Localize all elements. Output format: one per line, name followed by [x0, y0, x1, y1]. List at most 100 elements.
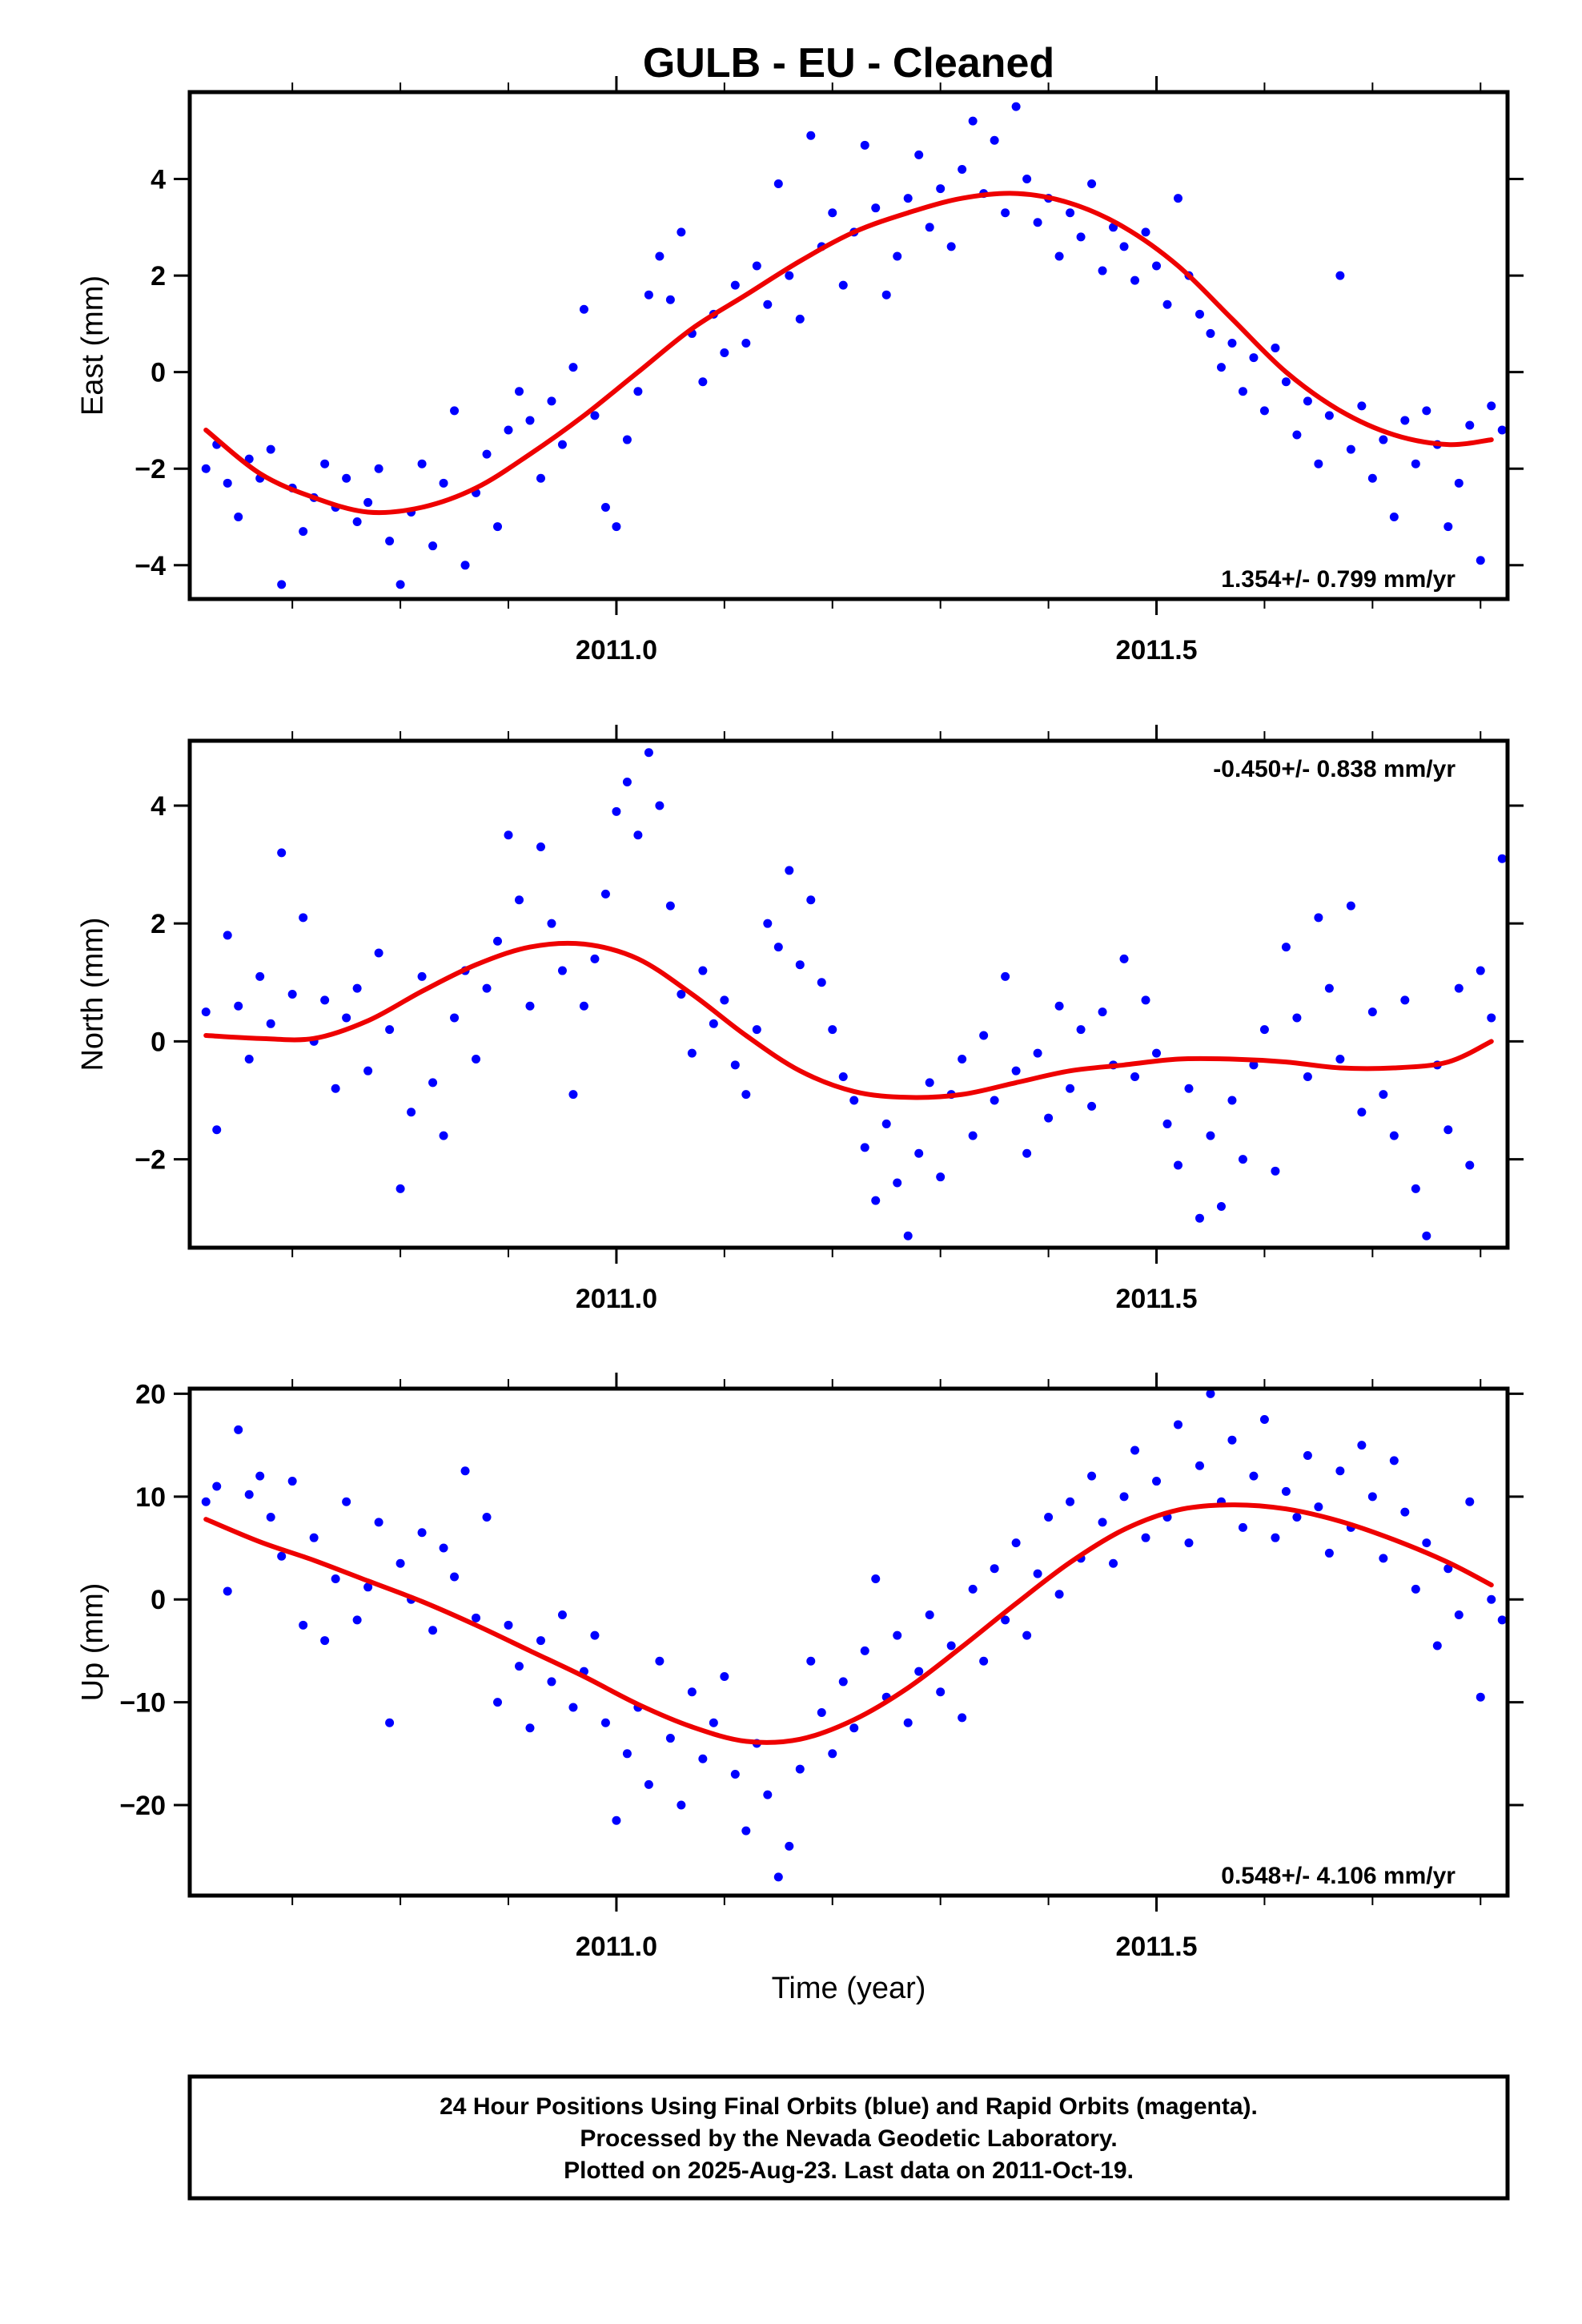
up-data-point: [677, 1800, 686, 1810]
north-data-point: [741, 1090, 751, 1100]
north-data-point: [785, 866, 794, 875]
east-data-point: [352, 517, 362, 527]
north-data-point: [1454, 983, 1464, 993]
north-data-point: [1076, 1025, 1086, 1035]
north-data-point: [450, 1013, 460, 1023]
east-data-point: [299, 527, 308, 537]
north-data-point: [287, 990, 297, 999]
east-data-point: [1259, 406, 1269, 416]
north-data-point: [568, 1090, 578, 1100]
east-data-point: [773, 179, 783, 189]
east-data-point: [1443, 522, 1453, 532]
up-y-tick-label: 20: [135, 1379, 166, 1409]
east-data-point: [385, 537, 395, 546]
east-y-tick-label: −4: [135, 551, 166, 581]
north-data-point: [1389, 1131, 1399, 1140]
east-data-point: [1346, 444, 1355, 454]
east-data-point: [1119, 242, 1129, 251]
north-data-point: [590, 954, 600, 963]
footer-frame: [187, 2074, 1510, 2201]
north-data-point: [234, 1001, 243, 1011]
up-data-point: [1109, 1558, 1118, 1568]
north-data-point: [1346, 901, 1355, 911]
north-data-point: [828, 1025, 837, 1035]
up-data-point: [223, 1586, 232, 1596]
east-data-point: [525, 416, 535, 425]
north-data-point: [979, 1031, 989, 1040]
up-data-point: [1432, 1641, 1442, 1651]
north-data-point: [266, 1019, 275, 1028]
up-data-point: [547, 1677, 556, 1687]
north-data-point: [212, 1125, 222, 1135]
north-data-point: [752, 1025, 761, 1035]
east-data-point: [1195, 309, 1204, 319]
north-data-point: [472, 1054, 481, 1063]
north-data-point: [677, 990, 686, 999]
north-data-point: [1411, 1184, 1420, 1193]
up-y-tick-label: 0: [151, 1585, 166, 1615]
north-data-point: [730, 1060, 740, 1070]
up-data-point: [1303, 1450, 1312, 1460]
up-data-point: [557, 1610, 567, 1619]
east-data-point: [990, 135, 999, 145]
north-data-point: [936, 1172, 946, 1182]
north-data-point: [1174, 1160, 1182, 1170]
north-data-point: [644, 748, 653, 758]
north-y-tick-label: −2: [135, 1145, 166, 1176]
up-data-point: [590, 1630, 600, 1640]
east-data-point: [234, 513, 243, 522]
north-data-point: [396, 1184, 405, 1193]
east-data-point: [958, 164, 967, 174]
north-data-point: [1130, 1072, 1140, 1082]
north-data-point: [1335, 1054, 1345, 1063]
north-data-point: [968, 1131, 978, 1140]
up-data-point: [1443, 1564, 1453, 1574]
north-data-point: [687, 1048, 697, 1058]
up-data-point: [622, 1749, 632, 1759]
east-data-point: [460, 561, 470, 570]
up-data-point: [331, 1574, 340, 1584]
panel-north: 2011.0 2011.5 −2 0 2 4 North (mm) -0.450+/- 0.8…: [76, 725, 1524, 1314]
up-data-point: [687, 1687, 697, 1697]
east-data-point: [860, 140, 869, 150]
north-data-point: [871, 1196, 881, 1205]
east-y-tick-label: −2: [135, 454, 166, 485]
north-data-point: [1119, 954, 1129, 963]
east-data-point: [1227, 338, 1237, 348]
north-data-point: [795, 960, 805, 970]
up-data-point: [396, 1558, 405, 1568]
east-x-tick-label: 2011.0: [576, 635, 657, 665]
east-data-point: [320, 459, 330, 468]
north-data-point: [1054, 1001, 1064, 1011]
up-data-point: [763, 1790, 773, 1799]
up-data-point: [1087, 1471, 1097, 1481]
north-data-point: [1033, 1048, 1042, 1058]
up-data-point: [439, 1543, 448, 1553]
east-rate-label: 1.354+/- 0.799 mm/yr: [1221, 566, 1456, 593]
up-data-point: [201, 1497, 211, 1506]
north-y-tick-label: 0: [151, 1027, 166, 1057]
north-data-point: [223, 931, 232, 940]
north-data-point: [493, 936, 503, 946]
up-data-point: [1141, 1533, 1150, 1542]
up-data-point: [990, 1564, 999, 1574]
up-data-point: [417, 1528, 427, 1538]
north-data-point: [698, 966, 708, 975]
up-data-point: [893, 1630, 902, 1640]
up-data-point: [1400, 1507, 1410, 1517]
up-data-point: [277, 1551, 287, 1561]
east-data-point: [266, 444, 275, 454]
up-data-point: [287, 1477, 297, 1486]
up-data-point: [460, 1466, 470, 1476]
up-data-point: [1011, 1538, 1021, 1548]
north-data-point: [773, 943, 783, 952]
east-data-point: [450, 406, 460, 416]
north-data-layer: [201, 748, 1507, 1240]
north-data-point: [525, 1001, 535, 1011]
footer-box: 24 Hour Positions Using Final Orbits (bl…: [187, 2074, 1510, 2201]
north-data-point: [363, 1066, 373, 1076]
east-data-point: [223, 478, 232, 488]
east-data-point: [504, 425, 513, 435]
up-data-point: [493, 1698, 503, 1707]
east-data-point: [612, 522, 621, 532]
